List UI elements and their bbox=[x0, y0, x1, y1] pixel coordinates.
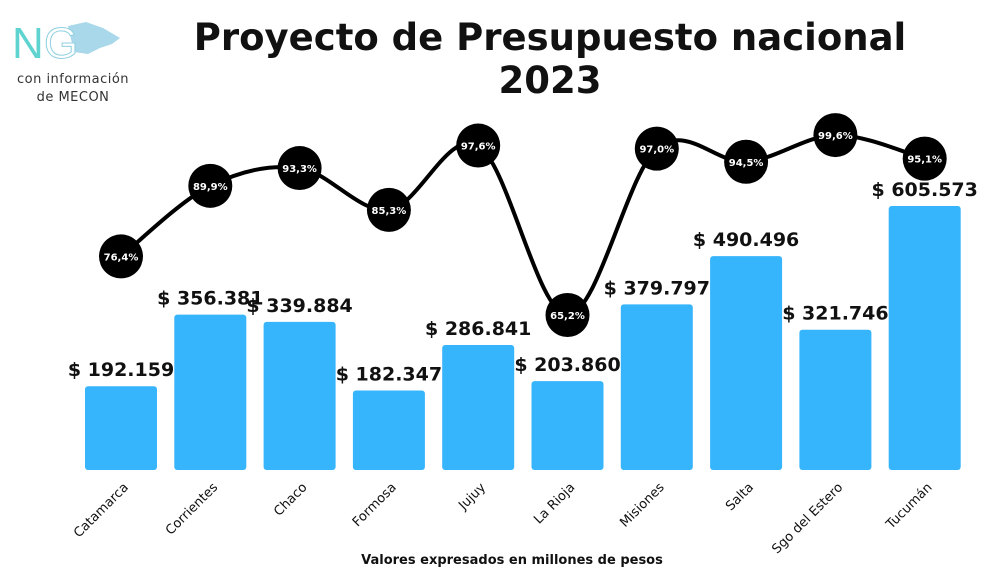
line-marker bbox=[99, 234, 143, 279]
line-value-label: 99,6% bbox=[818, 131, 853, 142]
line-marker bbox=[456, 123, 501, 168]
bar-value-label: $ 605.573 bbox=[872, 179, 978, 201]
bar bbox=[352, 390, 425, 470]
x-tick-label: Tucumán bbox=[883, 480, 936, 533]
bar-value-label: $ 356.381 bbox=[157, 288, 263, 310]
bar-value-label: $ 182.347 bbox=[336, 364, 442, 386]
bar bbox=[888, 206, 961, 470]
bar bbox=[710, 256, 783, 470]
line-marker bbox=[188, 163, 233, 208]
line-value-label: 65,2% bbox=[550, 311, 585, 322]
line-value-label: 95,1% bbox=[907, 155, 942, 166]
chart-title: Proyecto de Presupuesto nacional 2023 bbox=[193, 16, 907, 102]
line-value-label: 97,6% bbox=[461, 142, 496, 153]
line-marker bbox=[366, 187, 411, 232]
x-tick-label: Catamarca bbox=[71, 480, 132, 541]
x-tick-label: Chaco bbox=[271, 480, 310, 519]
x-tick-label: Formosa bbox=[350, 480, 400, 530]
logo-line1: con información bbox=[16, 72, 130, 87]
line-marker bbox=[902, 136, 947, 181]
bar bbox=[174, 314, 247, 470]
x-tick-label: Misiones bbox=[617, 480, 667, 530]
line-value-label: 94,5% bbox=[729, 158, 764, 169]
bar bbox=[531, 381, 604, 470]
bar-value-label: $ 339.884 bbox=[246, 295, 352, 317]
line-marker bbox=[545, 293, 590, 337]
x-tick-label: Jujuy bbox=[455, 480, 489, 514]
bar bbox=[799, 329, 872, 470]
x-tick-label: Corrientes bbox=[163, 480, 221, 538]
x-axis-label: Valores expresados en millones de pesos bbox=[361, 553, 663, 568]
line-value-label: 97,0% bbox=[639, 145, 674, 156]
bar bbox=[442, 344, 515, 470]
line-value-label: 89,9% bbox=[193, 182, 228, 193]
line-value-label: 76,4% bbox=[104, 252, 139, 263]
bar bbox=[263, 321, 336, 470]
logo-line2: de MECON bbox=[36, 90, 110, 105]
line-marker bbox=[724, 139, 769, 184]
bar-value-label: $ 321.746 bbox=[782, 303, 888, 325]
x-tick-label: La Rioja bbox=[531, 480, 578, 527]
bar bbox=[85, 386, 157, 470]
svg-text:G: G bbox=[44, 19, 78, 64]
bar-value-label: $ 192.159 bbox=[68, 359, 174, 381]
x-tick-label: Salta bbox=[723, 480, 757, 514]
line-marker bbox=[277, 146, 322, 191]
line-value-label: 85,3% bbox=[372, 206, 407, 217]
line-value-label: 93,3% bbox=[282, 164, 317, 175]
x-tick-label: Sgo del Estero bbox=[769, 480, 846, 557]
line-marker bbox=[634, 126, 679, 171]
line-marker bbox=[813, 113, 858, 158]
bar-value-label: $ 203.860 bbox=[514, 354, 620, 376]
logo: N G con información de MECON bbox=[8, 14, 129, 106]
bar-value-label: $ 379.797 bbox=[604, 277, 710, 299]
logo-mark: N G bbox=[12, 19, 120, 69]
bar bbox=[620, 304, 693, 470]
bar-value-label: $ 490.496 bbox=[693, 229, 799, 251]
bar-value-label: $ 286.841 bbox=[425, 318, 531, 340]
